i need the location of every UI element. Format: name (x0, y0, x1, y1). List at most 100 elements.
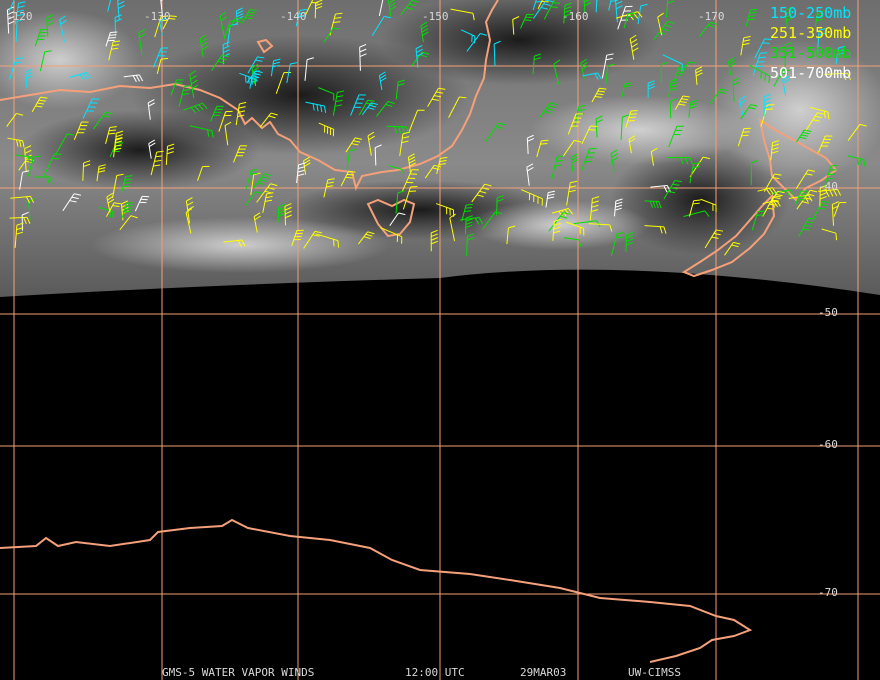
wind-barb (93, 111, 113, 130)
wind-barb (14, 1, 26, 25)
wind-barb (773, 69, 791, 87)
wind-barb (211, 54, 229, 71)
footer-source: UW-CIMSS (628, 666, 681, 679)
wind-barb (795, 169, 816, 190)
wind-barb (564, 237, 582, 247)
wind-barb (340, 170, 356, 187)
footer-time: 12:00 UTC (405, 666, 465, 679)
wind-barb (668, 78, 679, 98)
wind-barb (610, 149, 619, 172)
wind-barb (459, 216, 483, 225)
wind-barb (395, 79, 406, 100)
wind-barb (399, 131, 410, 157)
wind-barb (745, 8, 758, 27)
wind-barb (222, 41, 230, 65)
wind-barb (235, 7, 244, 26)
wind-barb (8, 0, 15, 13)
wind-barb (608, 0, 618, 11)
wind-barb (435, 203, 455, 217)
new-zealand-north-coast (758, 117, 838, 202)
water-vapor-imagery (0, 0, 880, 297)
wind-barb (471, 183, 492, 203)
wind-barb (374, 144, 382, 166)
wind-barb (185, 208, 193, 234)
wind-barb (614, 0, 623, 23)
wind-barb (39, 50, 52, 72)
wind-barb (73, 121, 89, 141)
wind-barb (565, 221, 585, 236)
wind-barb (262, 192, 274, 213)
wind-barb (380, 227, 403, 244)
wind-barb (350, 94, 366, 116)
wind-barb (754, 38, 772, 59)
wind-barb (545, 190, 556, 208)
wind-barb (610, 232, 625, 256)
wind-barb (9, 57, 24, 80)
wind-barb (259, 112, 278, 128)
wind-barb (427, 87, 446, 107)
wind-barb (482, 211, 503, 230)
wind-barb (295, 8, 307, 27)
wind-barb (361, 102, 379, 116)
wind-barb (27, 155, 41, 177)
wind-barb (378, 71, 387, 91)
wind-barb (512, 16, 520, 35)
wind-barb (506, 225, 516, 245)
wind-barb (461, 203, 474, 222)
wind-barb (553, 59, 561, 85)
wind-barb (749, 64, 771, 83)
wind-barb (34, 28, 48, 47)
wind-barb (784, 42, 792, 67)
legend-501-700mb: 501-700mb (770, 64, 851, 82)
wind-barb (134, 195, 150, 212)
wind-barb (816, 27, 826, 55)
wind-barb (14, 222, 24, 248)
wind-barb (123, 74, 144, 83)
wind-barb (34, 176, 53, 184)
wind-barb (798, 217, 816, 237)
wind-barb (740, 35, 751, 56)
wind-barb (6, 6, 15, 34)
wind-barb (357, 231, 375, 245)
wind-barb (625, 110, 638, 128)
wind-barb (224, 20, 238, 37)
wind-barb (367, 131, 375, 156)
wind-barb (332, 90, 345, 116)
wind-barb (526, 134, 535, 154)
wind-barb (629, 34, 639, 60)
wind-barb (162, 15, 177, 30)
wind-barb (185, 197, 195, 224)
wind-barb (588, 223, 613, 232)
wind-barb (662, 54, 683, 72)
wind-barb (562, 139, 582, 157)
longitude-labels: -120 -130 -140 -150 -160 -170 (6, 10, 725, 23)
wind-barb (252, 173, 271, 190)
wind-barb (389, 212, 406, 226)
wind-barb (183, 102, 208, 114)
wind-barb (19, 170, 30, 190)
wind-barb (520, 13, 534, 29)
wind-barb (245, 191, 263, 206)
wind-barb (663, 179, 682, 200)
wind-barb (485, 122, 506, 142)
footer-caption: GMS-5 WATER VAPOR WINDS 12:00 UTC 29MAR0… (162, 666, 681, 679)
wind-barb (466, 233, 475, 256)
wind-barb (315, 233, 340, 248)
wind-barb (69, 71, 91, 81)
wind-barb (358, 99, 375, 116)
wind-barb (835, 45, 846, 65)
footer-date: 29MAR03 (520, 666, 566, 679)
legend-150-250mb: 150-250mb (770, 4, 851, 22)
wind-barb (732, 77, 740, 102)
wind-barb (465, 215, 473, 234)
wind-barb (371, 16, 392, 37)
wind-barb (566, 180, 578, 206)
wind-barb (582, 72, 602, 80)
wind-barb (591, 87, 607, 103)
wind-barb (359, 43, 367, 71)
lon-label: -150 (422, 10, 449, 23)
new-zealand-south-coast (681, 193, 776, 278)
wind-barb (15, 18, 24, 42)
wind-barb (395, 190, 405, 214)
wind-barb (674, 95, 690, 110)
